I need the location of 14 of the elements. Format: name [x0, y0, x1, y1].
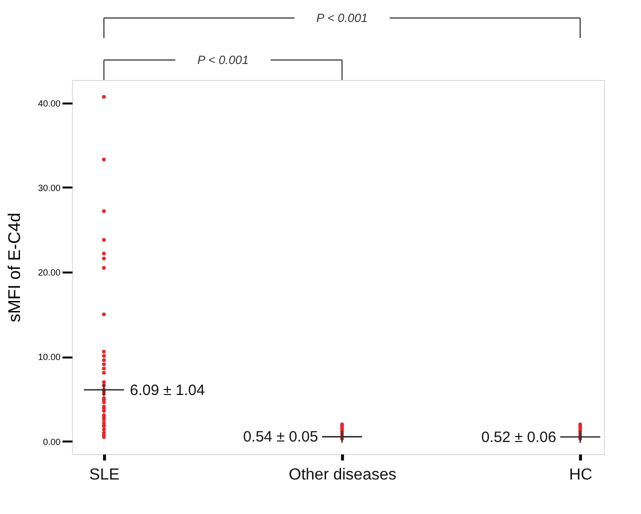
data-label: 6.09 ± 1.04 — [130, 382, 205, 399]
data-label: 0.52 ± 0.06 — [481, 428, 556, 446]
y-tick-label: 40.00 — [38, 98, 60, 108]
y-axis-title: sMFI of E-C4d — [4, 212, 24, 322]
y-tick-label: 20.00 — [38, 268, 60, 278]
y-tick-label: 30.00 — [38, 182, 60, 193]
text: P < 0.001 — [197, 53, 249, 67]
data-label: 0.54 ± 0.05 — [243, 428, 318, 446]
x-tick-label: HC — [569, 466, 592, 484]
x-tick-label: SLE — [89, 466, 120, 484]
text: P < 0.001 — [316, 11, 368, 25]
y-tick-label: 10.00 — [38, 352, 60, 362]
y-tick-label: 0.00 — [42, 436, 60, 447]
x-tick-label: Other diseases — [288, 466, 396, 484]
